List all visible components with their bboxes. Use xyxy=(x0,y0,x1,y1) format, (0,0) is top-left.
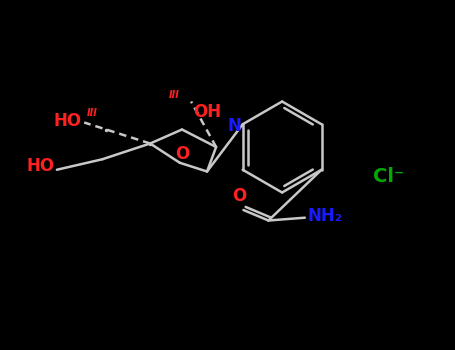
Text: III: III xyxy=(86,108,97,118)
Text: NH₂: NH₂ xyxy=(307,207,342,225)
Text: III: III xyxy=(169,90,180,100)
Text: O: O xyxy=(232,187,246,205)
Text: Cl⁻: Cl⁻ xyxy=(374,167,404,186)
Text: OH: OH xyxy=(193,103,222,121)
Text: O: O xyxy=(175,145,189,163)
Text: HO: HO xyxy=(26,157,55,175)
Text: N: N xyxy=(228,117,242,135)
Text: HO: HO xyxy=(54,112,82,130)
